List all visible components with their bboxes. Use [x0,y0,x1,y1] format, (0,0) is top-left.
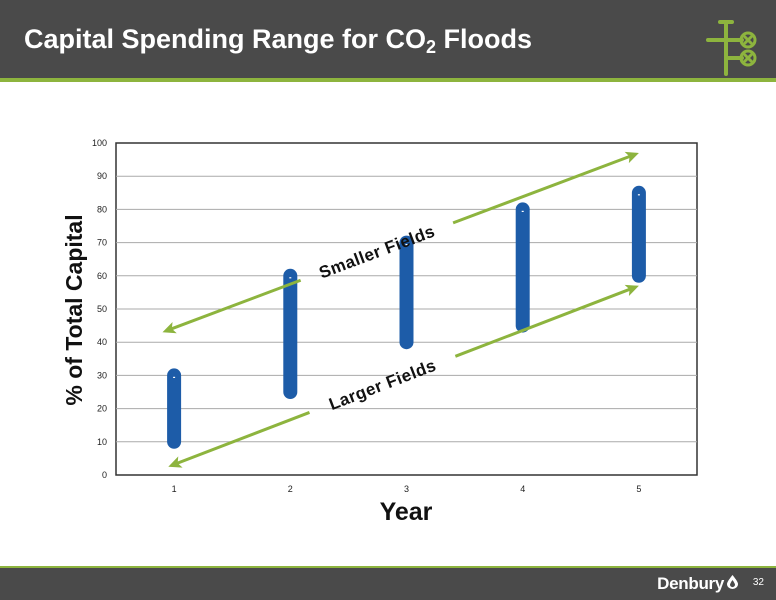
y-tick-label: 10 [97,437,107,447]
x-tick-label: 4 [520,484,525,494]
brand-name: Denbury [657,574,724,593]
y-tick-label: 100 [92,138,107,148]
x-tick-label: 1 [172,484,177,494]
y-tick-label: 30 [97,370,107,380]
pipe-valve-icon [706,20,757,76]
x-tick-label: 5 [636,484,641,494]
y-tick-label: 60 [97,271,107,281]
y-tick-label: 90 [97,171,107,181]
page-title: Capital Spending Range for CO2 Floods [24,22,532,56]
larger-fields-arrow-head [168,456,183,468]
title-end: Floods [436,24,533,54]
y-tick-label: 70 [97,238,107,248]
page-number: 32 [752,577,764,588]
footer-accent-rule [0,566,776,568]
larger-fields-arrow-line [454,285,636,358]
y-tick-label: 20 [97,404,107,414]
y-tick-label: 0 [102,470,107,480]
larger-fields-arrow-line [171,411,311,467]
title-subscript: 2 [426,37,437,57]
larger-fields-arrow-head [624,284,639,297]
smaller-fields-arrow-line [452,152,636,225]
y-tick-label: 80 [97,204,107,214]
y-axis-label: % of Total Capital [61,214,87,405]
y-tick-label: 50 [97,304,107,314]
x-axis-label: Year [380,498,433,526]
x-tick-label: 2 [288,484,293,494]
smaller-fields-arrow-head [624,151,639,164]
smaller-fields-arrow-head [162,322,177,334]
slide-header: Capital Spending Range for CO2 Floods [0,0,776,78]
slide-footer: Denbury 32 [0,568,776,600]
smaller-fields-arrow-line [165,278,302,333]
drop-icon [727,575,738,589]
y-tick-label: 40 [97,337,107,347]
title-main: Capital Spending Range for CO [24,24,427,54]
header-accent-rule [0,78,776,82]
x-tick-label: 3 [404,484,409,494]
